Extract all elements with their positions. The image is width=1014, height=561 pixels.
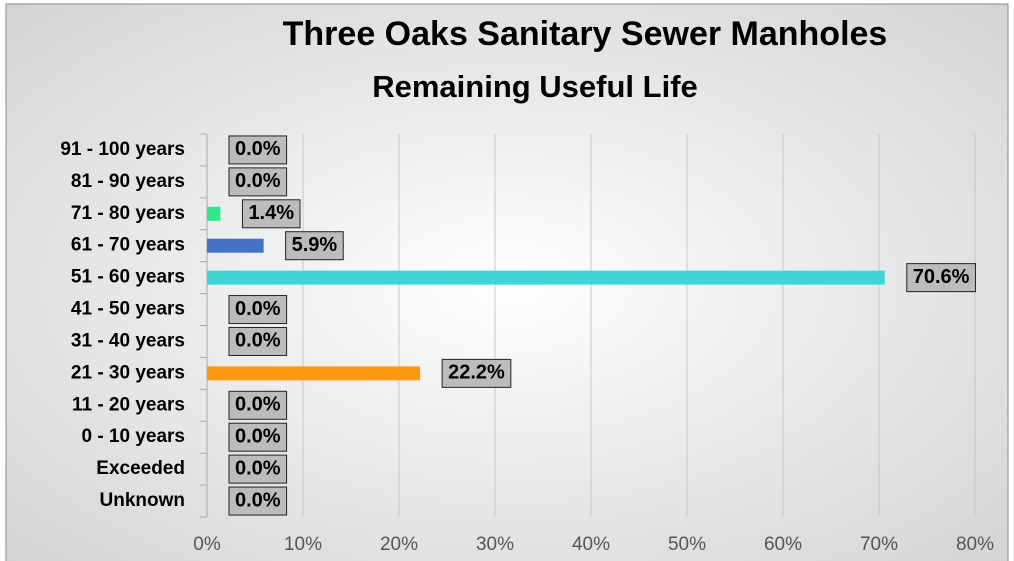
data-label: 0.0%: [235, 489, 281, 511]
data-label: 0.0%: [235, 138, 281, 160]
data-label: 1.4%: [248, 202, 294, 224]
y-tick-label: 71 - 80 years: [71, 203, 185, 224]
chart-subtitle: Remaining Useful Life: [372, 69, 698, 104]
y-tick-label: 81 - 90 years: [71, 171, 185, 192]
y-tick-label: 51 - 60 years: [71, 267, 185, 288]
y-tick-label: 91 - 100 years: [60, 139, 185, 160]
data-label-box: [228, 454, 288, 484]
chart-title: Three Oaks Sanitary Sewer Manholes: [283, 15, 888, 53]
x-tick-label: 20%: [380, 534, 418, 555]
data-label: 22.2%: [448, 362, 505, 384]
y-tick-label: 61 - 70 years: [71, 235, 185, 256]
bar: [207, 270, 885, 285]
data-label-box: [441, 358, 512, 388]
x-tick-label: 40%: [572, 534, 610, 555]
bar: [207, 238, 264, 253]
y-tick-label: 11 - 20 years: [72, 394, 185, 415]
data-label-box: [906, 263, 976, 293]
bar: [207, 366, 421, 381]
data-label-box: [228, 486, 288, 516]
y-tick-label: Exceeded: [96, 458, 185, 479]
data-label-box: [241, 199, 301, 229]
data-label-box: [285, 231, 344, 261]
x-tick-label: 30%: [476, 534, 514, 555]
data-label: 5.9%: [292, 234, 338, 256]
x-tick-label: 70%: [860, 534, 898, 555]
data-label: 0.0%: [235, 170, 281, 192]
data-label-box: [228, 326, 288, 356]
data-label-box: [228, 390, 288, 420]
data-label-box: [228, 422, 288, 452]
bar: [207, 206, 221, 221]
y-tick-label: 0 - 10 years: [81, 426, 185, 447]
data-label: 0.0%: [235, 457, 281, 479]
data-label: 0.0%: [235, 425, 281, 447]
data-label: 0.0%: [235, 298, 281, 320]
data-label-box: [228, 167, 288, 197]
data-label: 0.0%: [235, 330, 281, 352]
x-tick-label: 10%: [284, 534, 322, 555]
y-tick-label: 21 - 30 years: [71, 362, 185, 383]
data-label-box: [228, 295, 288, 325]
x-tick-label: 80%: [956, 534, 994, 555]
y-tick-label: 41 - 50 years: [71, 299, 185, 320]
x-tick-label: 50%: [668, 534, 706, 555]
y-tick-label: Unknown: [100, 490, 186, 511]
data-label: 0.0%: [235, 394, 281, 416]
x-tick-label: 0%: [193, 534, 221, 555]
y-tick-label: 31 - 40 years: [71, 330, 185, 351]
x-tick-label: 60%: [764, 534, 802, 555]
data-label: 70.6%: [913, 266, 970, 288]
data-label-box: [228, 135, 288, 165]
